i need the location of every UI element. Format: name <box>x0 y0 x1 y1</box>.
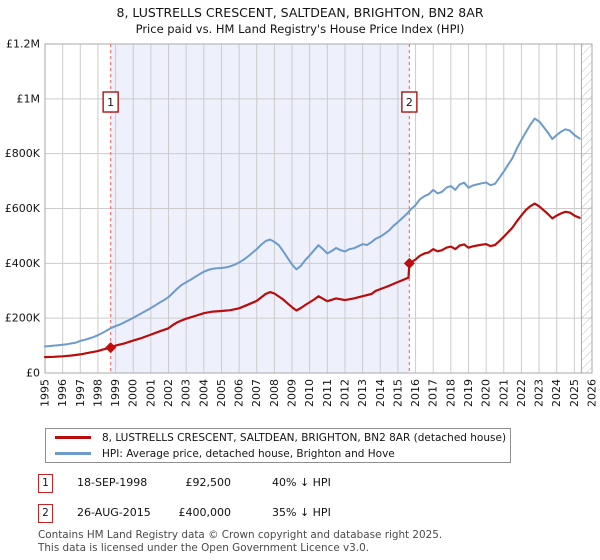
svg-text:2003: 2003 <box>180 379 193 407</box>
svg-text:1999: 1999 <box>109 379 122 407</box>
sale-1-hpi-diff: 40% ↓ HPI <box>272 476 331 489</box>
sale-1-number-badge: 1 <box>38 474 53 493</box>
transaction-row-1: 1 18-SEP-1998 £92,500 40% ↓ HPI <box>0 474 600 493</box>
transaction-row-2: 2 26-AUG-2015 £400,000 35% ↓ HPI <box>0 504 600 523</box>
sale-2-hpi-diff: 35% ↓ HPI <box>272 506 331 519</box>
hpi-line-swatch <box>55 452 91 455</box>
legend-item-hpi: HPI: Average price, detached house, Brig… <box>55 447 510 460</box>
svg-text:2000: 2000 <box>127 379 140 407</box>
svg-text:1997: 1997 <box>74 379 87 407</box>
svg-text:1996: 1996 <box>56 379 69 407</box>
page-title: 8, LUSTRELLS CRESCENT, SALTDEAN, BRIGHTO… <box>116 5 484 20</box>
svg-text:2011: 2011 <box>321 379 334 407</box>
svg-text:2015: 2015 <box>391 379 404 407</box>
chart-legend: 8, LUSTRELLS CRESCENT, SALTDEAN, BRIGHTO… <box>45 428 511 463</box>
sale-2-number-badge: 2 <box>38 504 53 523</box>
sale-1-price: £92,500 <box>185 476 232 489</box>
sale-1-date: 18-SEP-1998 <box>77 476 148 489</box>
svg-text:2007: 2007 <box>250 379 263 407</box>
svg-text:2004: 2004 <box>197 379 210 407</box>
price-chart: 1 2 £0 £200K £400K £600K £800K £1M £1.2M 1995 1996… <box>5 38 599 408</box>
sale-2-date: 26-AUG-2015 <box>77 506 151 519</box>
svg-text:2009: 2009 <box>286 379 299 407</box>
sale-marker <box>403 257 415 269</box>
svg-text:2010: 2010 <box>303 379 316 407</box>
future-hatch-region <box>580 43 593 374</box>
svg-text:£1M: £1M <box>17 92 41 105</box>
svg-text:2012: 2012 <box>338 379 351 407</box>
hpi-line-series <box>44 117 581 348</box>
svg-text:2025: 2025 <box>568 379 581 407</box>
svg-text:2018: 2018 <box>444 379 457 407</box>
svg-text:1998: 1998 <box>91 379 104 407</box>
footer-line-2: This data is licensed under the Open Gov… <box>38 541 370 554</box>
sale-number-box-1 <box>102 91 119 113</box>
svg-text:2023: 2023 <box>533 379 546 407</box>
svg-text:2026: 2026 <box>586 379 599 407</box>
svg-text:2021: 2021 <box>497 379 510 407</box>
svg-text:£600K: £600K <box>5 202 41 215</box>
svg-text:2017: 2017 <box>427 379 440 407</box>
svg-text:2016: 2016 <box>409 379 422 407</box>
svg-text:2014: 2014 <box>374 379 387 407</box>
svg-text:2019: 2019 <box>462 379 475 407</box>
svg-text:£0: £0 <box>26 367 40 380</box>
svg-text:1995: 1995 <box>39 379 52 407</box>
footer-line-1: Contains HM Land Registry data © Crown c… <box>38 529 443 541</box>
svg-text:£1.2M: £1.2M <box>6 38 40 51</box>
price-paid-series <box>43 202 581 359</box>
legend-item-property: 8, LUSTRELLS CRESCENT, SALTDEAN, BRIGHTO… <box>55 431 510 444</box>
svg-text:£800K: £800K <box>5 147 41 160</box>
svg-text:2002: 2002 <box>162 379 175 407</box>
legend-label-property: 8, LUSTRELLS CRESCENT, SALTDEAN, BRIGHTO… <box>102 431 507 444</box>
svg-text:£200K: £200K <box>5 312 41 325</box>
sale-2-price: £400,000 <box>178 506 232 519</box>
sale-number-box-2 <box>401 91 418 113</box>
page-subtitle: Price paid vs. HM Land Registry's House … <box>135 22 465 36</box>
license-footer: Contains HM Land Registry data © Crown c… <box>38 529 598 554</box>
svg-text:2008: 2008 <box>268 379 281 407</box>
svg-text:2001: 2001 <box>144 379 157 407</box>
svg-text:£400K: £400K <box>5 257 41 270</box>
property-line-swatch <box>55 436 91 439</box>
svg-text:2: 2 <box>406 96 413 109</box>
sale-marker <box>105 342 117 354</box>
svg-text:2005: 2005 <box>215 379 228 407</box>
svg-text:1: 1 <box>107 96 114 109</box>
svg-text:2020: 2020 <box>480 379 493 407</box>
svg-text:2024: 2024 <box>550 379 563 407</box>
legend-label-hpi: HPI: Average price, detached house, Brig… <box>102 447 395 460</box>
svg-text:2013: 2013 <box>356 379 369 407</box>
svg-text:2022: 2022 <box>515 379 528 407</box>
svg-text:2006: 2006 <box>233 379 246 407</box>
